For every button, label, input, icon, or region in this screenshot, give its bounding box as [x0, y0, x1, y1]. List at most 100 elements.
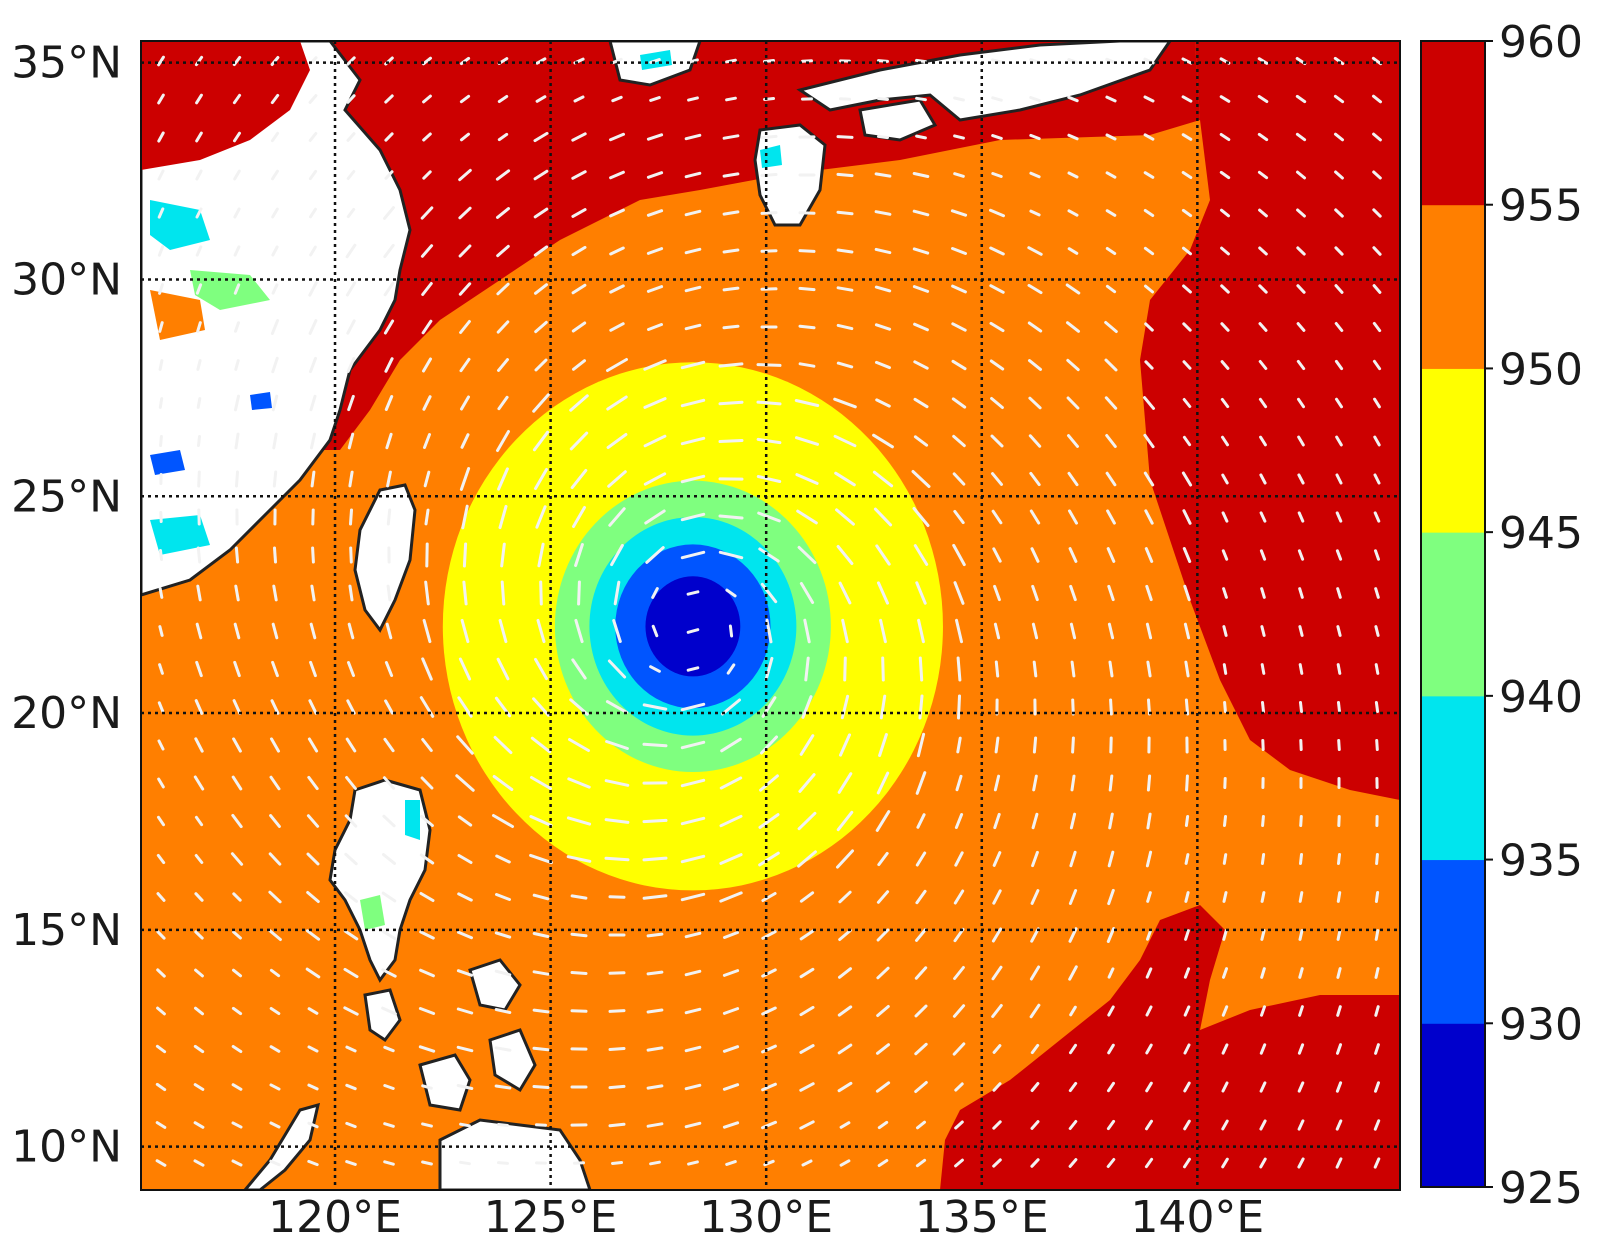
wind-arrow: [992, 851, 1002, 867]
wind-arrow: [1222, 853, 1228, 865]
china-blue-patch-2: [150, 450, 185, 475]
wind-arrow: [308, 94, 318, 104]
wind-arrow: [836, 210, 854, 216]
wind-arrow: [309, 660, 317, 678]
wind-arrow: [914, 966, 928, 980]
wind-arrow: [605, 700, 629, 714]
wind-arrow: [879, 694, 887, 720]
wind-arrow: [953, 927, 965, 943]
wind-arrow: [1146, 812, 1152, 830]
wind-arrow: [273, 546, 277, 564]
wind-arrow: [680, 854, 706, 864]
wind-arrow: [193, 1159, 205, 1167]
mindanao-land: [438, 1118, 592, 1190]
wind-arrow: [348, 584, 354, 602]
wind-arrow: [424, 508, 430, 526]
wind-arrow: [457, 854, 473, 864]
wind-arrow: [1260, 929, 1266, 941]
wind-arrow: [1223, 701, 1227, 713]
wind-arrow: [1106, 509, 1116, 525]
wind-arrow: [271, 169, 279, 181]
wind-arrow: [345, 1083, 357, 1091]
wind-arrow: [1182, 284, 1192, 294]
wind-arrow: [459, 320, 471, 334]
wind-arrow: [954, 1082, 964, 1092]
wind-arrow: [197, 435, 201, 447]
wind-arrow: [718, 514, 744, 520]
wind-arrow: [1107, 622, 1115, 640]
wind-arrow: [571, 208, 587, 218]
wind-arrow: [193, 775, 205, 791]
wind-arrow: [381, 891, 397, 903]
wind-arrow: [1335, 473, 1343, 485]
wind-arrow: [1181, 95, 1193, 103]
wind-arrow: [1298, 891, 1304, 903]
wind-arrow: [193, 1044, 205, 1054]
wind-arrow: [722, 172, 740, 178]
wind-arrow: [610, 543, 624, 567]
wind-arrow: [1066, 396, 1080, 410]
wind-arrow: [877, 1120, 889, 1130]
wind-arrow: [309, 207, 317, 219]
wind-arrow: [608, 1009, 626, 1013]
wind-arrow: [422, 56, 432, 66]
wind-arrow: [1107, 584, 1115, 602]
wind-arrow: [269, 1121, 281, 1129]
wind-arrow: [761, 968, 777, 978]
wind-arrow: [994, 736, 1000, 754]
wind-arrow: [1146, 774, 1152, 792]
colorbar-label-950: 950: [1499, 344, 1583, 395]
wind-arrow: [497, 1161, 509, 1165]
wind-arrow: [420, 206, 434, 220]
wind-arrow: [1183, 622, 1191, 640]
colorbar-band-935-940: [1421, 695, 1485, 861]
wind-arrow: [193, 1083, 205, 1091]
wind-arrow: [680, 892, 706, 902]
wind-arrow: [794, 399, 820, 407]
wind-arrow: [231, 813, 243, 829]
wind-arrow: [456, 969, 474, 977]
wind-arrow: [833, 434, 857, 448]
wind-arrow: [801, 1159, 813, 1167]
wind-arrow: [532, 893, 550, 901]
wind-arrow: [270, 56, 280, 66]
wind-arrow: [419, 930, 435, 940]
wind-arrow: [459, 56, 471, 66]
wind-arrow: [1105, 57, 1117, 65]
wind-arrow: [384, 357, 394, 373]
wind-arrow: [1105, 247, 1117, 255]
wind-arrow: [1184, 891, 1190, 903]
wind-arrow: [680, 816, 706, 826]
wind-arrow: [1335, 435, 1343, 447]
wind-arrow: [1374, 1005, 1380, 1017]
wind-arrow: [1069, 584, 1077, 602]
wind-arrow: [719, 891, 743, 903]
wind-arrow: [194, 892, 204, 902]
wind-arrow: [495, 169, 511, 181]
colorbar-label-925: 925: [1499, 1163, 1583, 1214]
wind-arrow: [796, 509, 818, 525]
wind-arrow: [571, 170, 587, 180]
wind-arrow: [609, 170, 625, 180]
wind-arrow: [718, 362, 744, 368]
wind-arrow: [951, 359, 967, 371]
wind-arrow: [684, 133, 702, 141]
wind-arrow: [497, 358, 509, 372]
wind-arrow: [1334, 132, 1344, 142]
graticule: [141, 41, 1400, 1190]
wind-arrow: [761, 1082, 777, 1092]
wind-arrow: [346, 94, 356, 104]
wind-arrow: [1259, 549, 1267, 561]
wind-arrow: [457, 892, 473, 902]
wind-arrow: [495, 893, 511, 901]
wind-arrow: [798, 249, 816, 253]
wind-arrow: [918, 694, 924, 720]
wind-arrow: [991, 172, 1003, 178]
wind-arrow: [912, 285, 930, 293]
wind-arrow: [875, 544, 891, 566]
wind-arrow: [384, 94, 394, 104]
wind-arrow: [1372, 94, 1382, 104]
wind-arrow: [383, 1084, 395, 1090]
colorbar-label-955: 955: [1499, 181, 1583, 232]
wind-arrow: [609, 246, 625, 256]
